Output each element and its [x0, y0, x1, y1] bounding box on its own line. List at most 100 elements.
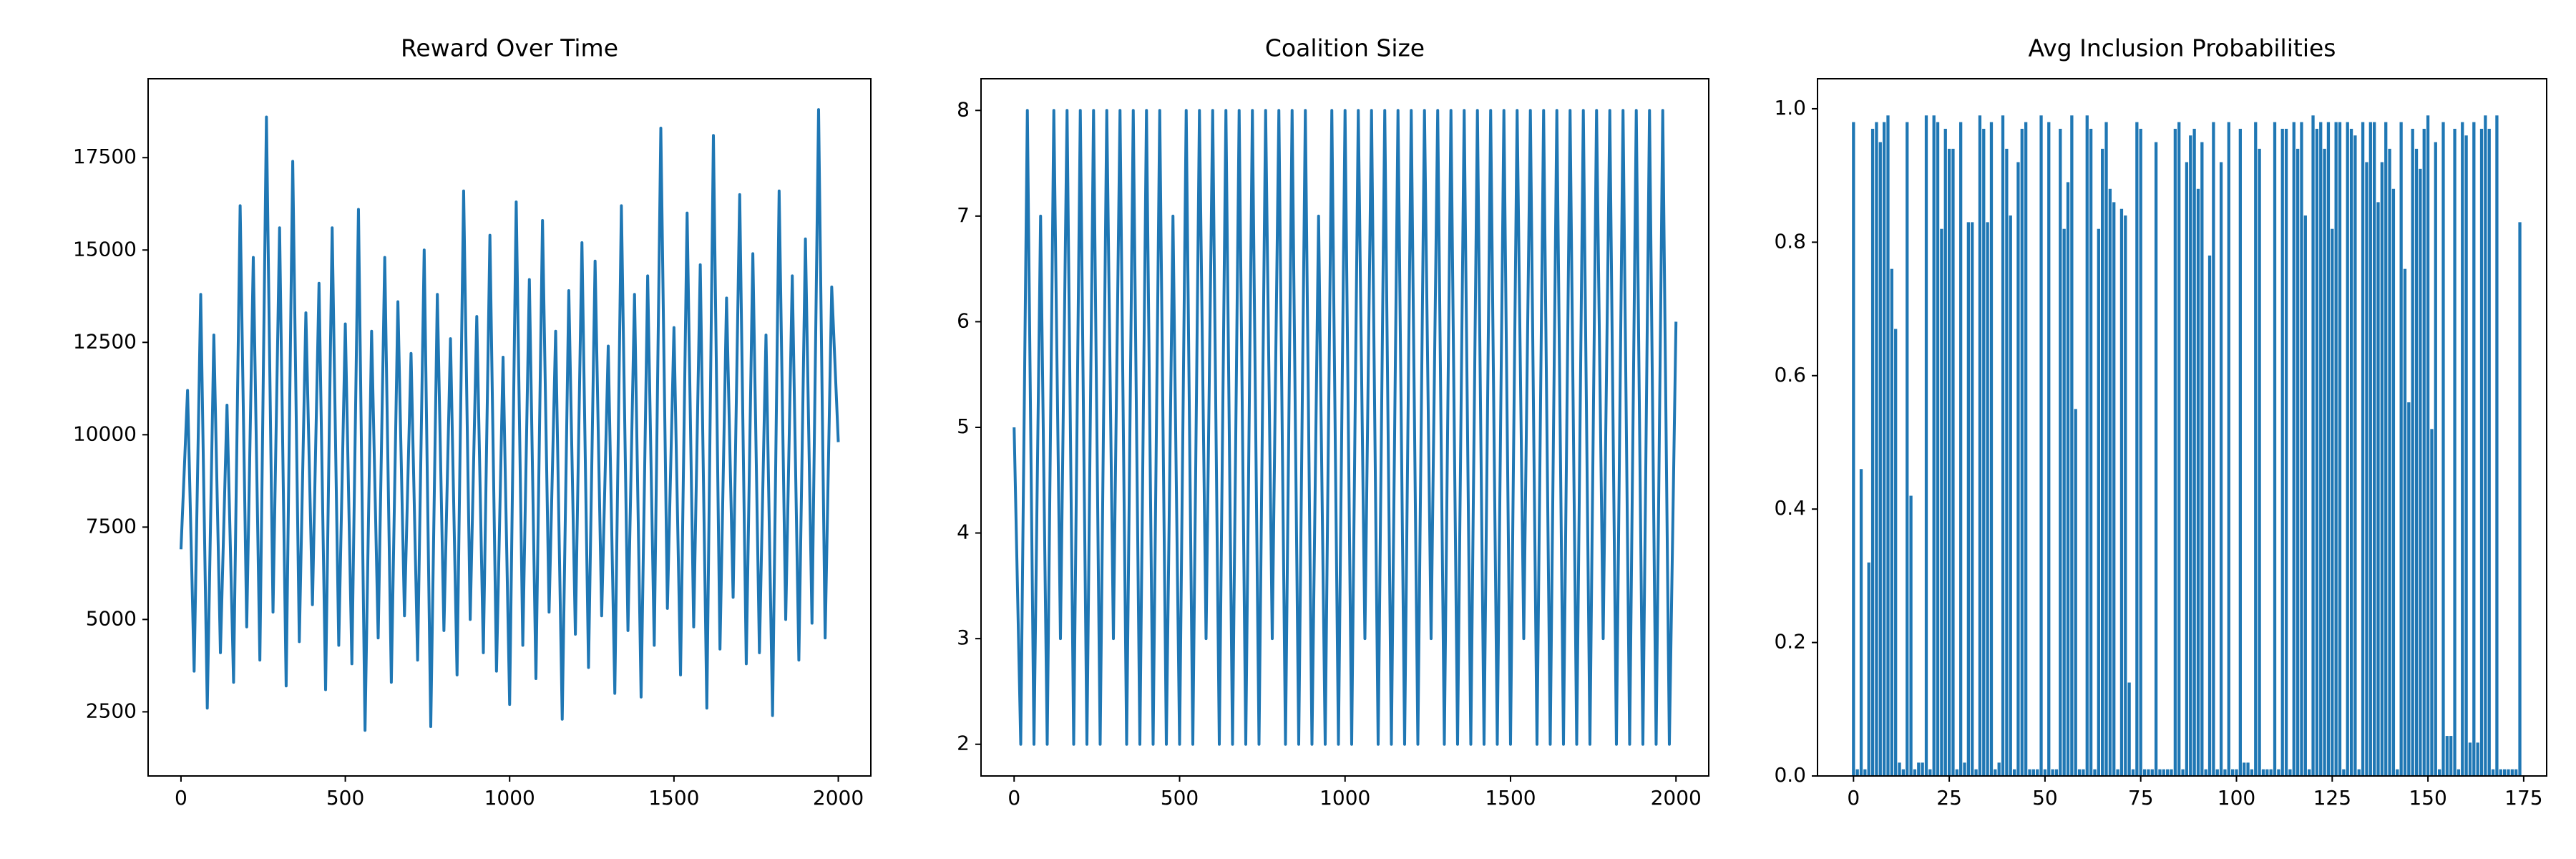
data-line [179, 108, 840, 732]
x-tick-label: 100 [2218, 786, 2255, 810]
y-tick-label: 5000 [86, 606, 137, 630]
axes-frame [147, 78, 872, 777]
bar [1859, 469, 1863, 776]
y-tick-label: 3 [957, 626, 970, 649]
bar [2250, 769, 2254, 776]
bar [1932, 115, 1936, 776]
y-tick-label: 1.0 [1774, 96, 1806, 120]
bar [2361, 122, 2365, 776]
bar [2070, 115, 2074, 776]
bar [2059, 128, 2062, 777]
bar [2054, 769, 2059, 776]
x-tick-label: 50 [2032, 786, 2058, 810]
bar [2319, 122, 2323, 776]
y-tick-label: 0.2 [1774, 630, 1806, 654]
y-tick-label: 2500 [86, 699, 137, 722]
bar [2085, 115, 2089, 776]
bar [2154, 142, 2158, 776]
bar [2323, 148, 2326, 776]
bar [2472, 122, 2476, 776]
bar [2170, 769, 2173, 776]
bar [1978, 115, 1982, 776]
bar [1870, 128, 1875, 777]
x-tick-label: 25 [1936, 786, 1962, 810]
bar [2449, 736, 2453, 776]
bar [2357, 769, 2361, 776]
bar [2445, 736, 2449, 776]
bar [1943, 128, 1947, 777]
bar [1924, 115, 1928, 776]
bar [2280, 128, 2284, 777]
bar [2238, 128, 2242, 777]
bar [1986, 222, 1989, 776]
bar [2016, 162, 2020, 776]
bar [2507, 769, 2510, 776]
bar [1909, 495, 1913, 776]
bar [2012, 769, 2016, 776]
bar [2510, 769, 2514, 776]
bar [1963, 762, 1966, 776]
bar [2192, 128, 2196, 777]
bar [2261, 769, 2265, 776]
bar [2502, 769, 2507, 776]
bar [1882, 122, 1886, 776]
x-tick-label: 1000 [1319, 786, 1370, 810]
bar [2331, 228, 2334, 777]
data-line [1013, 109, 1678, 746]
bar [2181, 769, 2185, 776]
bar [2273, 122, 2277, 776]
bar [2434, 142, 2437, 776]
bar [1852, 122, 1855, 776]
bar [2380, 162, 2384, 776]
bar [2104, 122, 2108, 776]
bar [2173, 128, 2177, 777]
bar [2346, 122, 2349, 776]
bar [2414, 148, 2419, 776]
bar [2077, 769, 2082, 776]
bar [1917, 762, 1921, 776]
y-tick-label: 12500 [73, 329, 137, 353]
bar [2227, 122, 2230, 776]
bar [2243, 762, 2246, 776]
bar [2089, 128, 2093, 777]
bar [2028, 769, 2031, 776]
bar [2269, 769, 2273, 776]
bar [2353, 135, 2357, 777]
bar [2212, 122, 2215, 776]
y-tick-label: 4 [957, 520, 970, 544]
y-tick-label: 0.8 [1774, 229, 1806, 253]
x-tick-label: 500 [326, 786, 364, 810]
bar [1886, 115, 1890, 776]
chart-title: Reward Over Time [401, 34, 618, 62]
bar [2093, 769, 2097, 776]
bar [2326, 122, 2331, 776]
bar [2235, 769, 2238, 776]
x-tick-label: 2000 [813, 786, 864, 810]
y-tick-label: 15000 [73, 237, 137, 261]
bar [1906, 122, 1909, 776]
bar [2051, 769, 2054, 776]
bar [2457, 769, 2461, 776]
bar [1994, 769, 1997, 776]
y-tick-label: 5 [957, 414, 970, 438]
bar [2219, 162, 2223, 776]
bar [1959, 122, 1963, 776]
bar [2177, 122, 2181, 776]
bar [2185, 162, 2189, 776]
bar [2334, 122, 2338, 776]
x-tick-label: 1500 [648, 786, 699, 810]
bar [2119, 208, 2124, 776]
axes-frame [1817, 78, 2547, 777]
bar [2147, 769, 2150, 776]
bar [1966, 222, 1971, 776]
bar [2131, 769, 2135, 776]
bar [1928, 769, 1932, 776]
bar [2338, 122, 2342, 776]
bar [2407, 402, 2411, 776]
x-tick-label: 150 [2409, 786, 2446, 810]
bar [2453, 128, 2457, 777]
bar [2368, 122, 2372, 776]
bar [2514, 769, 2518, 776]
bar [2116, 769, 2119, 776]
